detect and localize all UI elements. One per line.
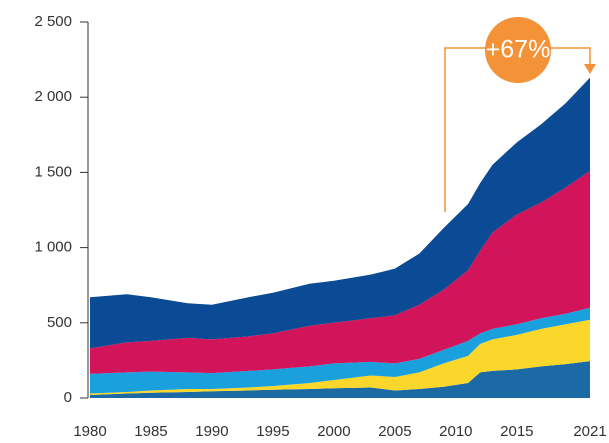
area — [90, 361, 590, 398]
x-tick-label: 2015 — [500, 423, 533, 440]
x-tick-label: 2000 — [317, 423, 350, 440]
annotation: +67% — [486, 36, 551, 64]
y-tick-label: 2 000 — [34, 88, 72, 105]
x-tick-label: 1990 — [195, 423, 228, 440]
y-tick-label: 1 500 — [34, 163, 72, 180]
y-tick-label: 1 000 — [34, 239, 72, 256]
y-tick-label: 500 — [47, 314, 72, 331]
x-tick-label: 1980 — [73, 423, 106, 440]
plot-area — [90, 77, 590, 398]
area — [90, 77, 590, 349]
bracket-right — [550, 47, 591, 66]
x-tick-label: 1995 — [256, 423, 289, 440]
bracket-left — [444, 47, 486, 212]
x-tick-label: 2021 — [573, 423, 606, 440]
x-tick-label: 2010 — [439, 423, 472, 440]
y-tick-label: 2 500 — [34, 13, 72, 30]
y-tick-label: 0 — [64, 389, 72, 406]
area — [90, 170, 590, 374]
x-tick-label: 1985 — [134, 423, 167, 440]
area — [90, 307, 590, 394]
badge — [485, 17, 551, 83]
x-tick-label: 2005 — [378, 423, 411, 440]
arrow-head — [584, 64, 596, 74]
area — [90, 319, 590, 395]
